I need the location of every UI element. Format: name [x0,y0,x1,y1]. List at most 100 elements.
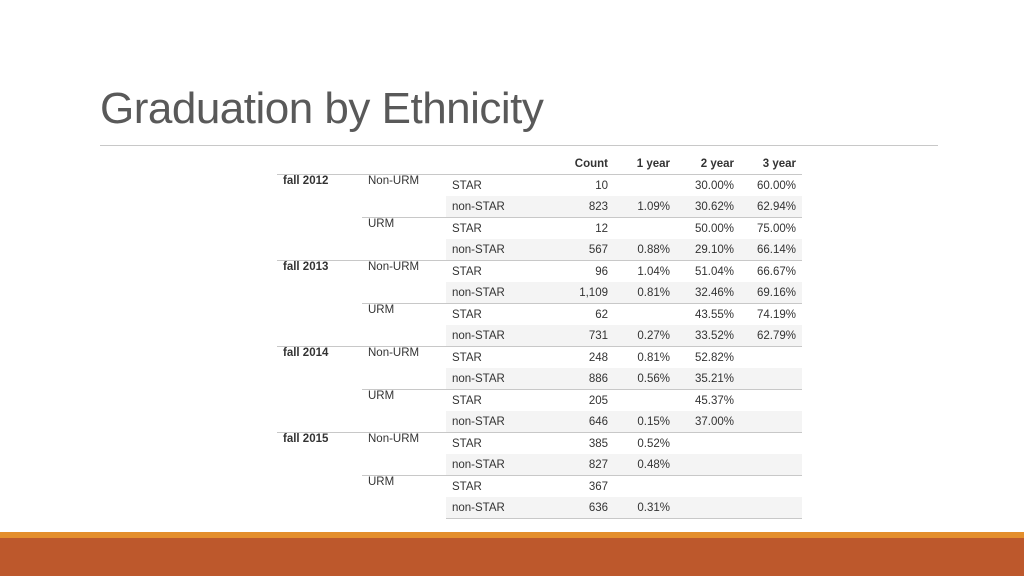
count-cell: 1,109 [548,282,614,304]
three-year-rate-cell [740,432,802,454]
group-label: URM [362,475,446,519]
table-row: non-STAR 1,109 0.81% 32.46% 69.16% [277,282,802,304]
three-year-rate-cell [740,497,802,519]
program-cell: non-STAR [446,282,548,304]
two-year-rate-cell: 30.62% [676,196,740,218]
one-year-rate-cell: 0.81% [614,346,676,368]
column-header-program [446,153,548,175]
one-year-rate-cell: 0.56% [614,368,676,390]
group-label: URM [362,217,446,261]
three-year-rate-cell: 62.94% [740,196,802,218]
footer-band [0,538,1024,576]
one-year-rate-cell: 0.15% [614,411,676,433]
table-row: non-STAR 731 0.27% 33.52% 62.79% [277,325,802,347]
column-header-1-year: 1 year [614,153,676,175]
table-row: fall 2012 Non-URM STAR 10 30.00% 60.00% [277,174,802,261]
program-cell: non-STAR [446,497,548,519]
count-cell: 646 [548,411,614,433]
two-year-rate-cell: 32.46% [676,282,740,304]
footer-accent-band [0,532,1024,538]
column-header-count: Count [548,153,614,175]
one-year-rate-cell [614,475,676,497]
term-label: fall 2012 [277,174,362,261]
two-year-rate-cell: 37.00% [676,411,740,433]
count-cell: 385 [548,432,614,454]
count-cell: 823 [548,196,614,218]
one-year-rate-cell: 0.48% [614,454,676,476]
program-cell: non-STAR [446,325,548,347]
one-year-rate-cell [614,174,676,196]
count-cell: 10 [548,174,614,196]
program-cell: STAR [446,303,548,325]
count-cell: 567 [548,239,614,261]
table-row: fall 2013 Non-URM STAR 96 1.04% 51.04% 66.67% [277,260,802,347]
three-year-rate-cell: 60.00% [740,174,802,196]
two-year-rate-cell [676,454,740,476]
count-cell: 248 [548,346,614,368]
one-year-rate-cell: 1.04% [614,260,676,282]
group-label: Non-URM [362,346,446,390]
table-row: non-STAR 567 0.88% 29.10% 66.14% [277,239,802,261]
table-body: fall 2012 Non-URM STAR 10 30.00% 60.00% non-ST… [277,174,802,519]
count-cell: 731 [548,325,614,347]
program-cell: non-STAR [446,368,548,390]
column-header-3-year: 3 year [740,153,802,175]
one-year-rate-cell [614,389,676,411]
slide-title: Graduation by Ethnicity [100,84,544,133]
two-year-rate-cell [676,475,740,497]
group-label: Non-URM [362,174,446,218]
column-header-group [362,153,446,175]
count-cell: 886 [548,368,614,390]
three-year-rate-cell: 62.79% [740,325,802,347]
table-row: URM STAR 62 43.55% 74.19% [277,303,802,347]
three-year-rate-cell [740,346,802,368]
two-year-rate-cell: 51.04% [676,260,740,282]
count-cell: 367 [548,475,614,497]
program-cell: non-STAR [446,454,548,476]
three-year-rate-cell: 69.16% [740,282,802,304]
column-header-term [277,153,362,175]
three-year-rate-cell [740,389,802,411]
two-year-rate-cell: 33.52% [676,325,740,347]
group-label: URM [362,303,446,347]
program-cell: STAR [446,475,548,497]
table-row: URM STAR 205 45.37% [277,389,802,433]
program-cell: STAR [446,260,548,282]
one-year-rate-cell [614,217,676,239]
two-year-rate-cell [676,497,740,519]
program-cell: STAR [446,174,548,196]
title-divider [100,145,938,146]
three-year-rate-cell: 74.19% [740,303,802,325]
table-row: non-STAR 646 0.15% 37.00% [277,411,802,433]
group-label: Non-URM [362,432,446,476]
two-year-rate-cell: 29.10% [676,239,740,261]
column-header-2-year: 2 year [676,153,740,175]
two-year-rate-cell: 52.82% [676,346,740,368]
table-row: fall 2015 Non-URM STAR 385 0.52% [277,432,802,519]
group-label: URM [362,389,446,433]
count-cell: 205 [548,389,614,411]
count-cell: 12 [548,217,614,239]
three-year-rate-cell [740,475,802,497]
one-year-rate-cell: 1.09% [614,196,676,218]
program-cell: STAR [446,432,548,454]
two-year-rate-cell: 50.00% [676,217,740,239]
three-year-rate-cell: 66.67% [740,260,802,282]
two-year-rate-cell: 30.00% [676,174,740,196]
count-cell: 636 [548,497,614,519]
two-year-rate-cell: 35.21% [676,368,740,390]
two-year-rate-cell: 45.37% [676,389,740,411]
count-cell: 827 [548,454,614,476]
term-label: fall 2013 [277,260,362,347]
group-label: Non-URM [362,260,446,304]
term-label: fall 2015 [277,432,362,519]
three-year-rate-cell [740,368,802,390]
table-row: non-STAR 827 0.48% [277,454,802,476]
count-cell: 62 [548,303,614,325]
one-year-rate-cell: 0.27% [614,325,676,347]
table-row: fall 2014 Non-URM STAR 248 0.81% 52.82% [277,346,802,433]
program-cell: non-STAR [446,411,548,433]
two-year-rate-cell [676,432,740,454]
two-year-rate-cell: 43.55% [676,303,740,325]
program-cell: non-STAR [446,196,548,218]
